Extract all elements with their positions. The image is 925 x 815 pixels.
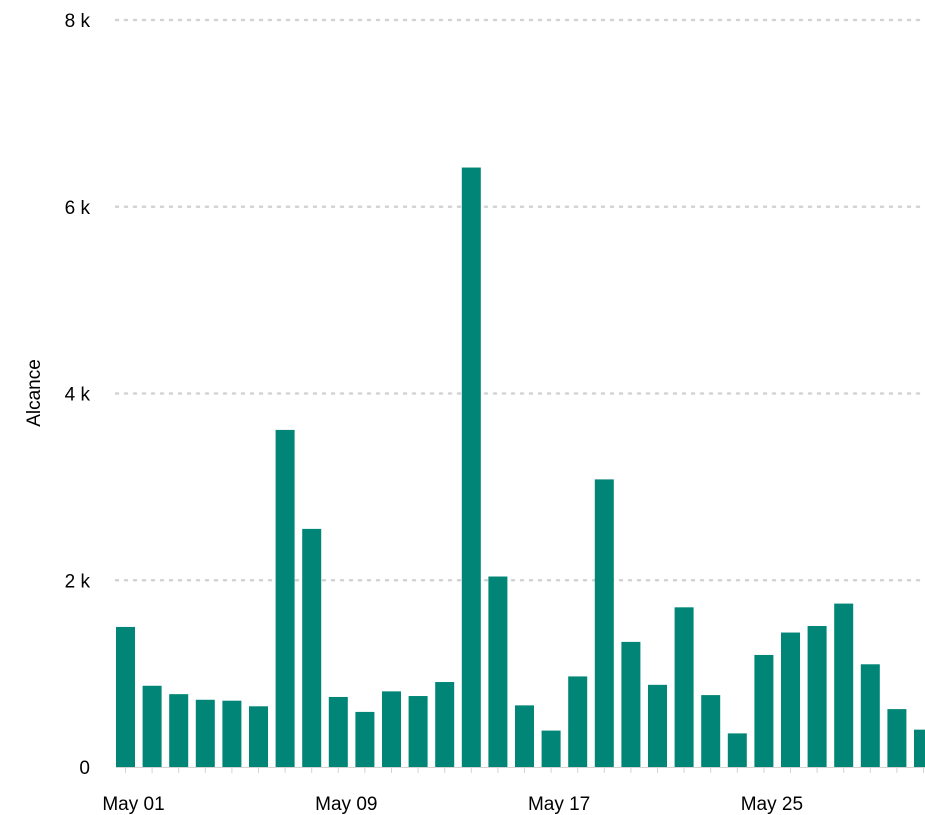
bar: [408, 696, 428, 767]
bar: [355, 711, 375, 767]
bar: [674, 607, 694, 767]
bar: [435, 682, 455, 767]
bar: [807, 626, 827, 767]
x-tick-label: May 17: [528, 794, 590, 815]
bar: [142, 685, 162, 767]
x-tick-label: May 25: [741, 794, 803, 815]
bar: [249, 706, 268, 767]
y-tick-label: 0: [79, 758, 90, 779]
bar: [648, 684, 667, 767]
y-tick-label: 4 k: [65, 385, 91, 406]
bar: [275, 429, 295, 767]
bar: [382, 691, 401, 767]
bar: [621, 641, 641, 767]
bar: [781, 632, 800, 767]
y-tick-label: 2 k: [65, 571, 91, 592]
bar: [488, 576, 508, 767]
bar: [328, 696, 348, 767]
bar: [222, 700, 242, 767]
bar: [914, 729, 925, 767]
bar: [887, 709, 907, 767]
bar: [834, 603, 854, 767]
x-tick-label: May 01: [102, 794, 164, 815]
bar: [701, 695, 721, 767]
bar: [727, 733, 747, 767]
x-tick-label: May 09: [315, 794, 377, 815]
bar: [515, 705, 534, 767]
bar: [541, 730, 561, 767]
bar: [754, 654, 774, 767]
bar: [860, 664, 880, 767]
gridlines: [114, 18, 925, 582]
bar: [568, 676, 588, 767]
x-axis-tick-labels: May 01 May 09 May 17 May 25: [102, 794, 803, 815]
y-axis-title: Alcance: [24, 359, 45, 427]
bar: [594, 479, 614, 767]
x-axis-ticks: [125, 767, 924, 773]
bar: [116, 626, 135, 767]
bar: [302, 528, 322, 767]
bar: [195, 699, 215, 767]
y-tick-label: 6 k: [65, 198, 91, 219]
bars: [116, 167, 925, 768]
y-axis-tick-labels: 0 2 k 4 k 6 k 8 k: [65, 11, 91, 779]
y-tick-label: 8 k: [65, 11, 91, 32]
bar: [461, 167, 481, 768]
bar: [169, 694, 189, 767]
